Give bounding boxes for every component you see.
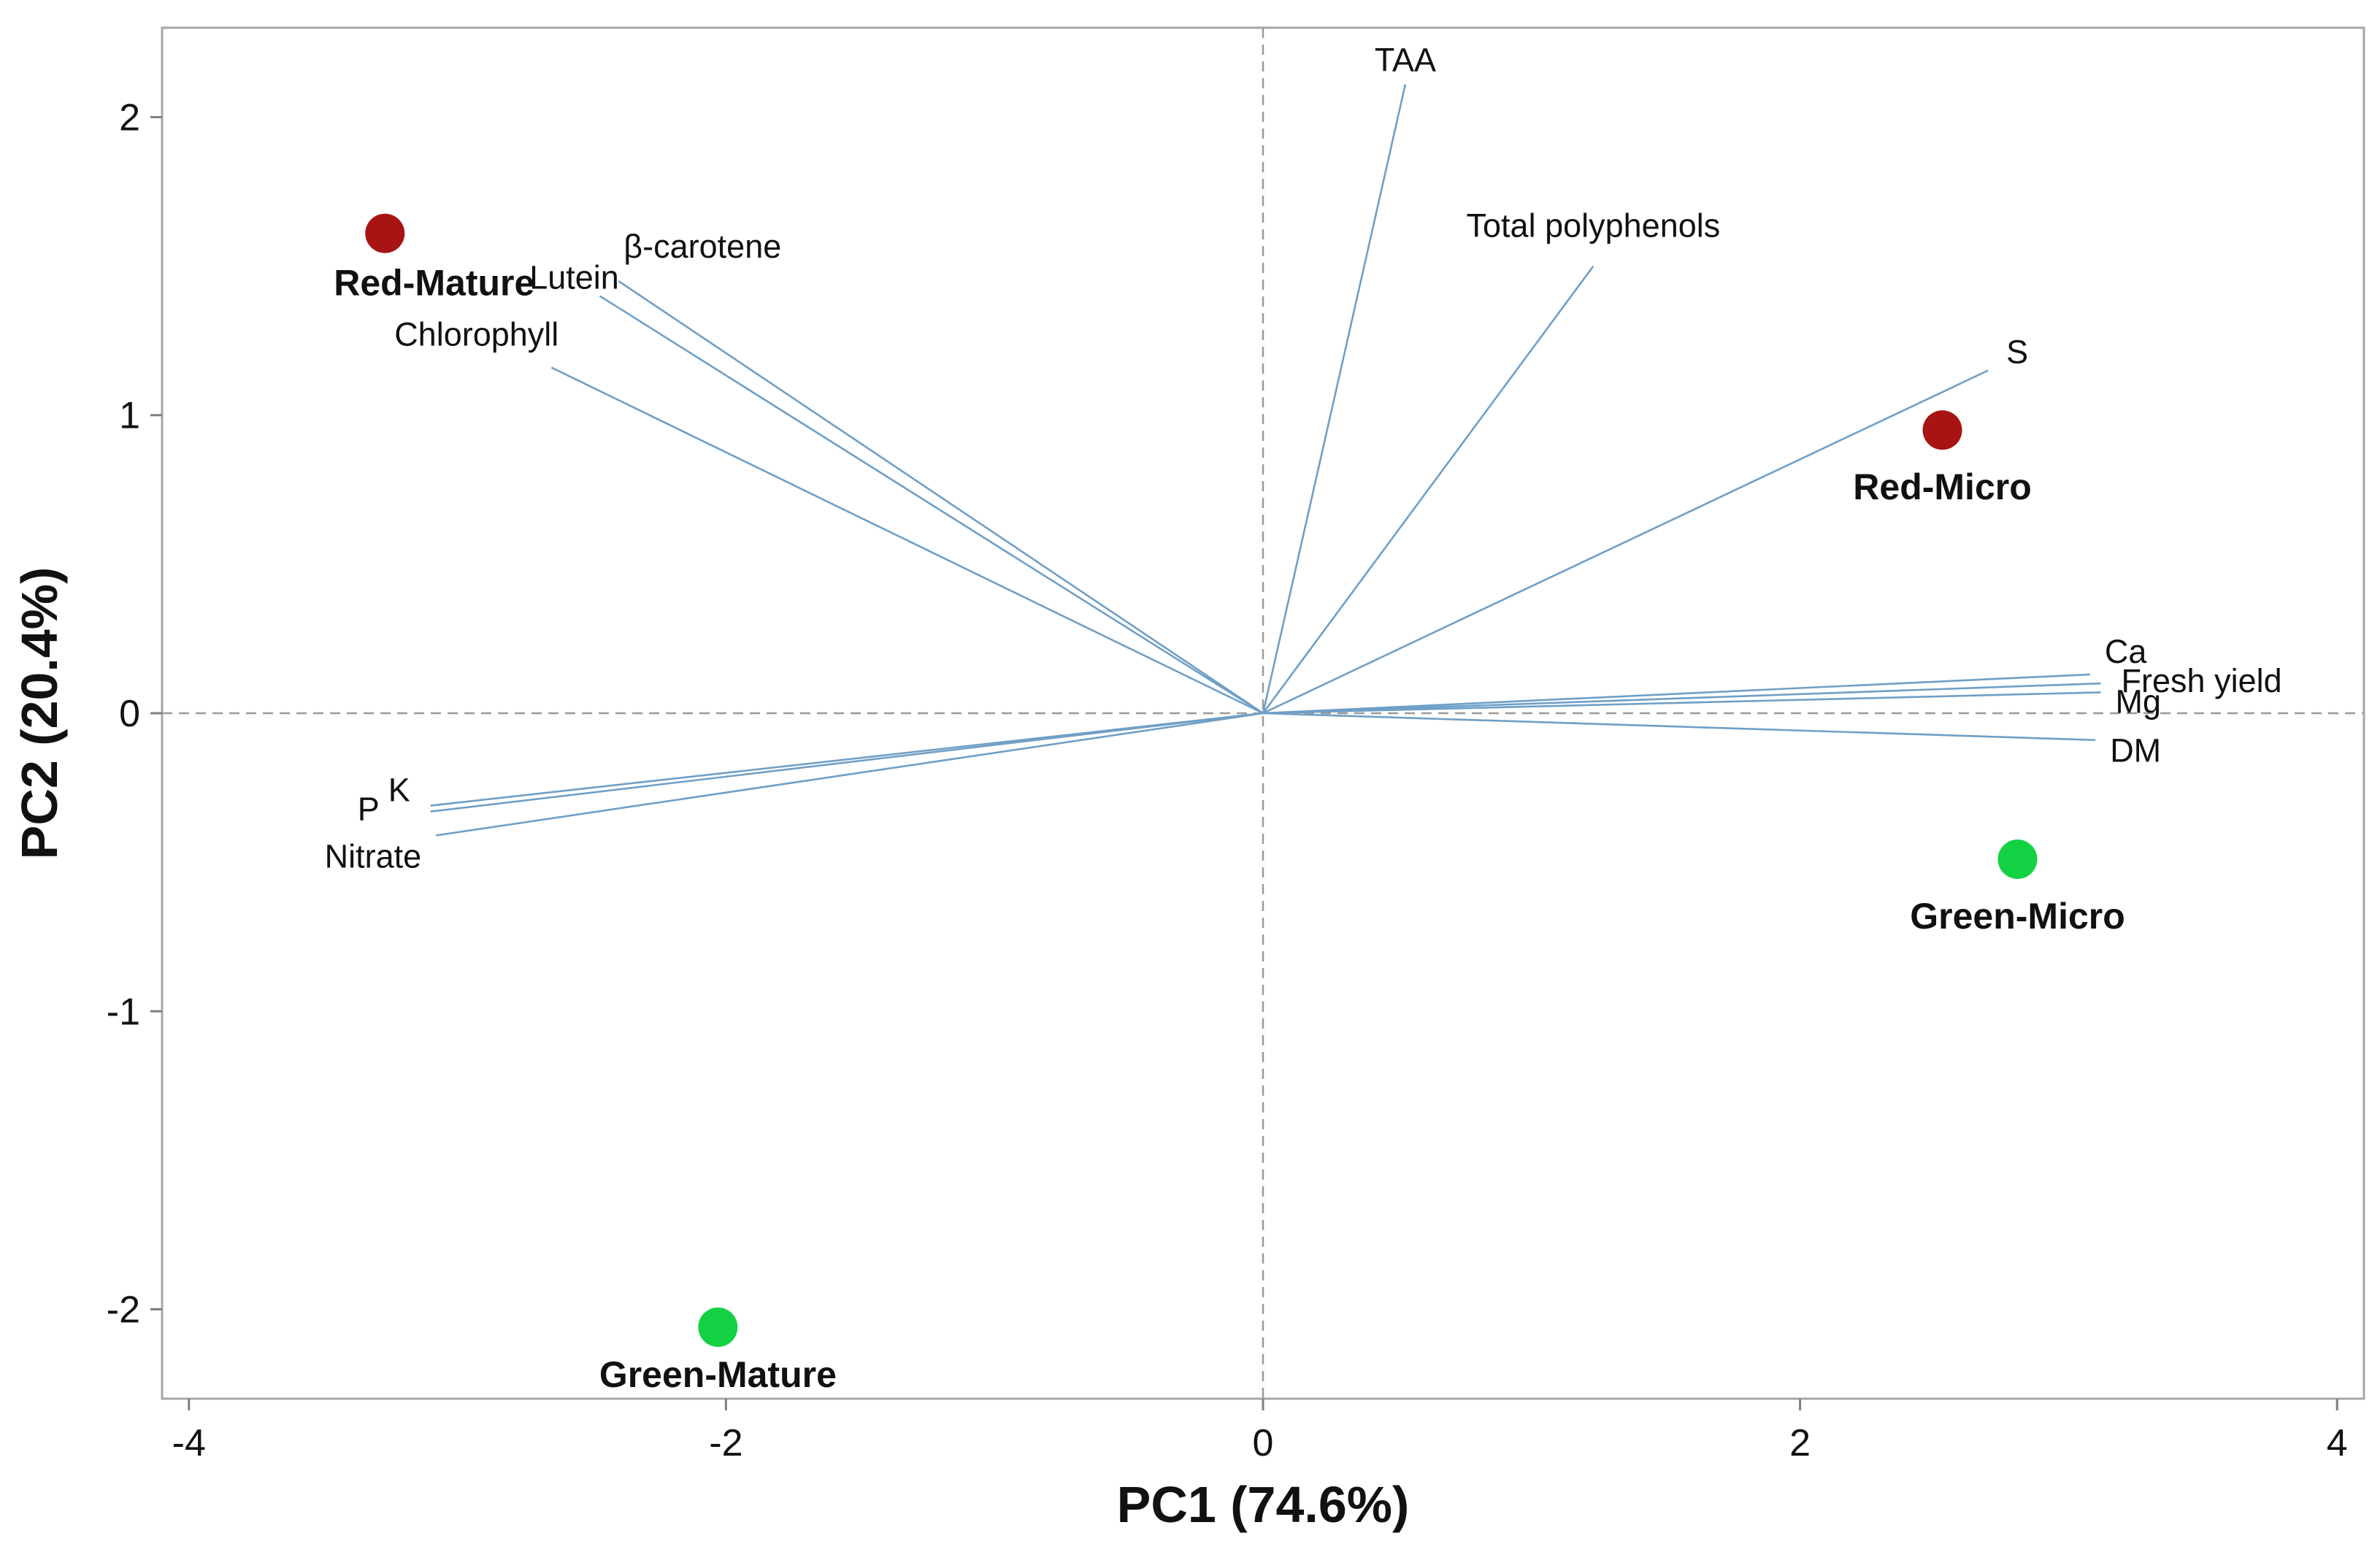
vector-chlorophyll [550, 366, 1264, 715]
x-axis-title: PC1 (74.6%) [1117, 1476, 1410, 1533]
vector-taa [1262, 84, 1407, 714]
vector-ca [1262, 673, 2090, 715]
x-tick-label: -4 [172, 1422, 206, 1464]
vector-label-taa: TAA [1375, 42, 1436, 79]
point-label-red-micro: Red-Micro [1853, 466, 2031, 507]
vector-label-dm: DM [2110, 732, 2161, 769]
y-tick-label: -1 [107, 991, 140, 1033]
vector-label-chlorophyll: Chlorophyll [394, 315, 558, 353]
point-green-mature [698, 1307, 738, 1348]
vector-carotene [618, 280, 1264, 715]
vector-mg [1262, 691, 2101, 715]
point-red-mature [365, 213, 405, 253]
axis-ticks: -4 -2 0 2 4 -2 -1 0 1 2 [107, 96, 2348, 1464]
x-tick-label: 2 [1789, 1422, 1811, 1464]
vector-p [430, 712, 1264, 813]
vector-lutein [599, 295, 1264, 715]
y-tick-label: -2 [107, 1289, 140, 1332]
vector-label-total-polyphenols: Total polyphenols [1467, 207, 1721, 245]
vector-label-k: K [388, 772, 410, 809]
vector-label-s: S [2006, 334, 2028, 371]
x-tick-label: 4 [2327, 1422, 2348, 1464]
x-tick-label: -2 [709, 1422, 742, 1464]
point-label-red-mature: Red-Mature [334, 263, 534, 304]
vector-total-polyphenols [1262, 265, 1594, 714]
point-label-green-mature: Green-Mature [599, 1354, 837, 1395]
vector-k [430, 712, 1264, 807]
vector-label-nitrate: Nitrate [325, 837, 422, 875]
y-tick-label: 0 [119, 693, 140, 735]
point-green-micro [1997, 840, 2038, 880]
vector-label-ca: Ca [2105, 633, 2147, 670]
score-points: Red-Mature Red-Micro Green-Micro Green-Matu… [334, 213, 2125, 1395]
x-tick-label: 0 [1253, 1422, 1274, 1464]
vector-label-mg: Mg [2116, 683, 2162, 720]
vector-label-fresh-yield: Fresh yield [2122, 662, 2282, 699]
point-label-green-micro: Green-Micro [1910, 896, 2125, 937]
y-tick-label: 2 [119, 96, 140, 139]
point-red-micro [1922, 410, 1962, 450]
vector-label-carotene: β-carotene [623, 228, 781, 265]
vector-label-lutein: Lutein [529, 258, 619, 296]
y-tick-label: 1 [119, 395, 140, 437]
vector-label-p: P [358, 791, 380, 828]
vector-nitrate [435, 712, 1264, 837]
vector-fresh-yield [1262, 682, 2101, 715]
vector-dm [1262, 712, 2096, 742]
y-axis-title: PC2 (20.4%) [11, 567, 68, 860]
vector-s [1262, 369, 1989, 715]
